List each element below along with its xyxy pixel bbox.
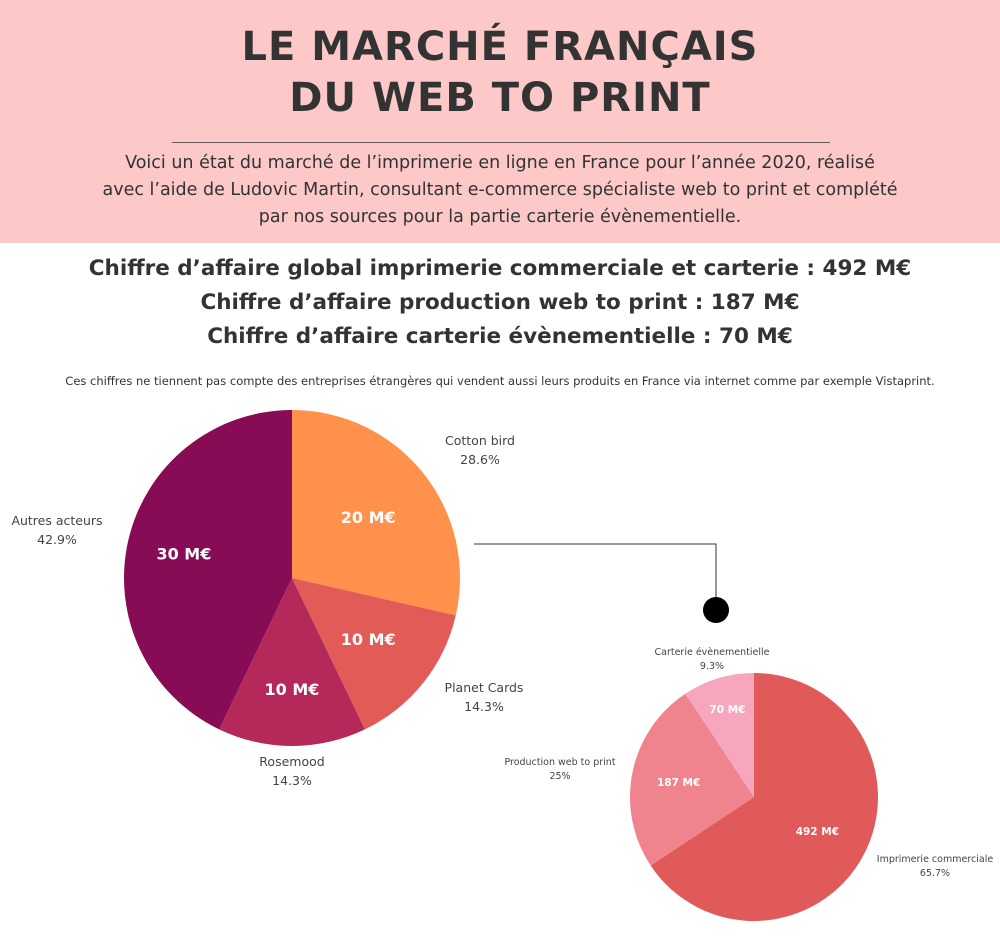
value-label-cotton-bird: 20 M€ xyxy=(341,508,396,527)
pie-chart-marche: 492 M€ Imprimerie commerciale 65.7% 187 M€ P… xyxy=(504,647,993,921)
percent-label-planet-cards: 14.3% xyxy=(464,699,504,714)
pie-slice-production-web-to-print xyxy=(630,693,754,866)
pie-slice-planet-cards xyxy=(292,578,456,730)
value-label-production-web-to-print: 187 M€ xyxy=(657,777,700,789)
pie-slice-rosemood xyxy=(219,578,365,746)
percent-label-carterie-evenementielle: 9.3% xyxy=(700,661,724,672)
headline-carterie: Chiffre d’affaire carterie évènementiell… xyxy=(207,324,793,349)
category-label-carterie-evenementielle: Carterie évènementielle xyxy=(655,647,770,658)
title-divider xyxy=(172,142,830,143)
footnote: Ces chiffres ne tiennent pas compte des … xyxy=(65,374,935,388)
category-label-autres-acteurs: Autres acteurs xyxy=(11,513,102,528)
pie-slice-imprimerie-commerciale xyxy=(650,673,879,921)
percent-label-cotton-bird: 28.6% xyxy=(460,452,500,467)
percent-label-imprimerie-commerciale: 65.7% xyxy=(920,868,950,879)
page-title: LE MARCHÉ FRANÇAIS DU WEB TO PRINT xyxy=(0,22,1000,124)
connector-line xyxy=(474,543,717,604)
category-label-production-web-to-print: Production web to print xyxy=(504,757,615,768)
intro-line-3: par nos sources pour la partie carterie … xyxy=(258,207,742,227)
category-label-imprimerie-commerciale: Imprimerie commerciale xyxy=(877,854,994,865)
percent-label-autres-acteurs: 42.9% xyxy=(37,532,77,547)
header-banner: LE MARCHÉ FRANÇAIS DU WEB TO PRINT Voici… xyxy=(0,0,1000,243)
percent-label-production-web-to-print: 25% xyxy=(549,771,570,782)
value-label-autres-acteurs: 30 M€ xyxy=(156,544,211,563)
pie-slice-carterie-evenementielle xyxy=(685,673,754,797)
headline-global: Chiffre d’affaire global imprimerie comm… xyxy=(88,256,912,281)
pie-chart-carterie: 20 M€ Cotton bird 28.6% 10 M€ Planet Cards 14… xyxy=(11,410,523,788)
intro-text: Voici un état du marché de l’imprimerie … xyxy=(60,150,940,231)
connector-dot xyxy=(703,597,729,623)
category-label-rosemood: Rosemood xyxy=(259,754,324,769)
pie-slice-autres-acteurs xyxy=(123,410,292,730)
title-line-2: DU WEB TO PRINT xyxy=(289,75,711,121)
value-label-carterie-evenementielle: 70 M€ xyxy=(709,704,745,716)
intro-line-1: Voici un état du marché de l’imprimerie … xyxy=(125,153,875,173)
title-line-1: LE MARCHÉ FRANÇAIS xyxy=(241,24,759,70)
category-label-planet-cards: Planet Cards xyxy=(445,680,524,695)
value-label-imprimerie-commerciale: 492 M€ xyxy=(796,826,839,838)
intro-line-2: avec l’aide de Ludovic Martin, consultan… xyxy=(102,180,898,200)
percent-label-rosemood: 14.3% xyxy=(272,773,312,788)
headline-web-to-print: Chiffre d’affaire production web to prin… xyxy=(200,290,800,315)
category-label-cotton-bird: Cotton bird xyxy=(445,433,515,448)
value-label-planet-cards: 10 M€ xyxy=(341,630,396,649)
value-label-rosemood: 10 M€ xyxy=(265,680,320,699)
pie-slice-cotton-bird xyxy=(292,410,461,616)
